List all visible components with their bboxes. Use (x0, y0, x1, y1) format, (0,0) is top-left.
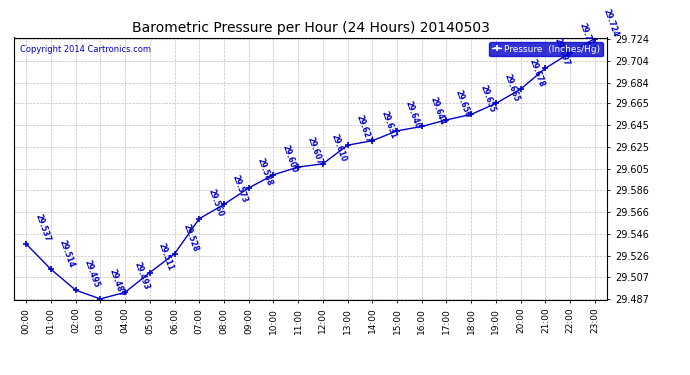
Pressure  (Inches/Hg) (393, 129, 401, 133)
Pressure  (Inches/Hg) (96, 297, 104, 301)
Pressure  (Inches/Hg) (566, 51, 574, 55)
Pressure  (Inches/Hg) (47, 267, 55, 272)
Pressure  (Inches/Hg) (121, 290, 129, 294)
Title: Barometric Pressure per Hour (24 Hours) 20140503: Barometric Pressure per Hour (24 Hours) … (132, 21, 489, 35)
Text: 29.644: 29.644 (428, 95, 447, 126)
Pressure  (Inches/Hg) (591, 36, 599, 41)
Text: 29.511: 29.511 (157, 242, 175, 272)
Text: 29.640: 29.640 (404, 100, 422, 130)
Text: 29.650: 29.650 (453, 89, 472, 119)
Pressure  (Inches/Hg) (269, 172, 277, 177)
Legend: Pressure  (Inches/Hg): Pressure (Inches/Hg) (489, 42, 602, 56)
Text: 29.665: 29.665 (503, 72, 521, 103)
Pressure  (Inches/Hg) (244, 186, 253, 190)
Text: Copyright 2014 Cartronics.com: Copyright 2014 Cartronics.com (20, 45, 150, 54)
Pressure  (Inches/Hg) (517, 87, 525, 92)
Pressure  (Inches/Hg) (319, 162, 327, 166)
Pressure  (Inches/Hg) (417, 124, 426, 129)
Text: 29.631: 29.631 (380, 110, 397, 140)
Pressure  (Inches/Hg) (442, 118, 451, 122)
Text: 29.607: 29.607 (305, 136, 324, 166)
Pressure  (Inches/Hg) (195, 216, 204, 221)
Pressure  (Inches/Hg) (22, 242, 30, 246)
Pressure  (Inches/Hg) (467, 112, 475, 117)
Text: 29.697: 29.697 (552, 37, 571, 68)
Text: 29.560: 29.560 (206, 188, 224, 218)
Text: 29.588: 29.588 (255, 157, 274, 187)
Pressure  (Inches/Hg) (541, 66, 549, 70)
Pressure  (Inches/Hg) (72, 288, 80, 292)
Text: 29.528: 29.528 (181, 223, 200, 253)
Pressure  (Inches/Hg) (344, 143, 352, 147)
Text: 29.493: 29.493 (132, 261, 150, 291)
Pressure  (Inches/Hg) (170, 252, 179, 256)
Text: 29.678: 29.678 (528, 58, 546, 88)
Text: 29.724: 29.724 (602, 7, 620, 38)
Text: 29.711: 29.711 (577, 21, 595, 52)
Text: 29.610: 29.610 (330, 133, 348, 163)
Text: 29.537: 29.537 (33, 213, 52, 243)
Pressure  (Inches/Hg) (492, 101, 500, 106)
Text: 29.495: 29.495 (83, 259, 101, 290)
Text: 29.514: 29.514 (58, 238, 76, 268)
Text: 29.487: 29.487 (107, 267, 126, 298)
Text: 29.600: 29.600 (280, 144, 299, 174)
Text: 29.655: 29.655 (478, 83, 497, 114)
Text: 29.627: 29.627 (355, 114, 373, 144)
Pressure  (Inches/Hg) (146, 270, 154, 275)
Line: Pressure  (Inches/Hg): Pressure (Inches/Hg) (23, 35, 598, 302)
Text: 29.573: 29.573 (231, 173, 249, 204)
Pressure  (Inches/Hg) (220, 202, 228, 207)
Pressure  (Inches/Hg) (294, 165, 302, 170)
Pressure  (Inches/Hg) (368, 138, 377, 143)
